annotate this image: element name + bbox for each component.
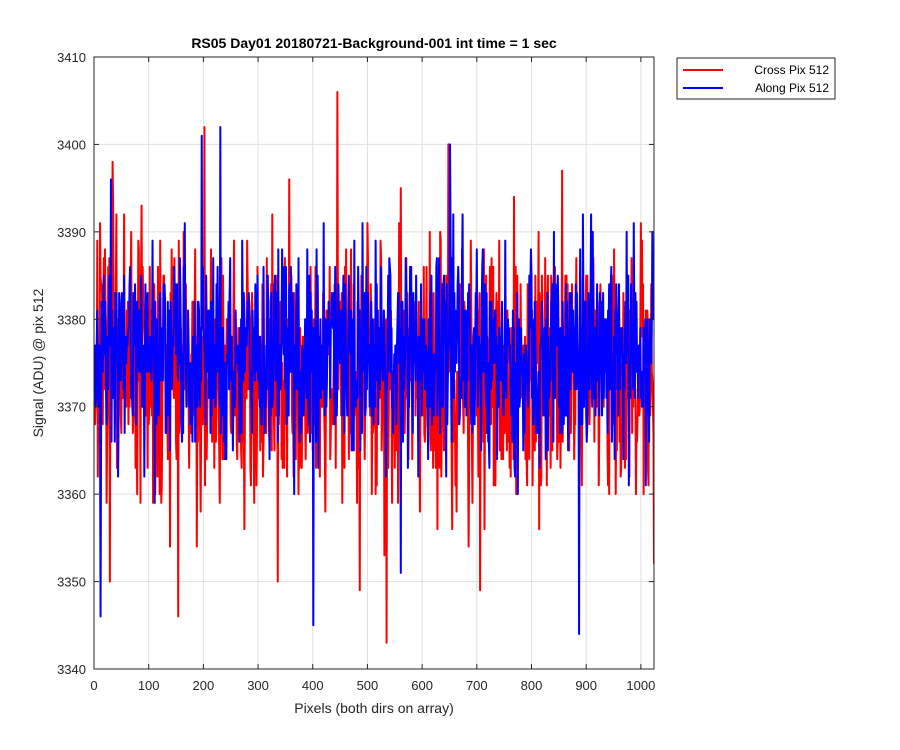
chart-title: RS05 Day01 20180721-Background-001 int t… — [191, 35, 557, 51]
x-axis-label: Pixels (both dirs on array) — [294, 700, 454, 716]
y-tick-label: 3400 — [57, 137, 86, 152]
axis-ticks — [93, 56, 654, 670]
y-tick-label: 3350 — [57, 575, 86, 590]
x-tick-label: 600 — [411, 678, 433, 693]
legend-box — [676, 57, 836, 100]
series-layer — [94, 90, 654, 644]
x-tick-label: 900 — [575, 678, 597, 693]
legend-label-cross-pix-512: Cross Pix 512 — [754, 63, 829, 77]
x-tick-label: 500 — [357, 678, 379, 693]
y-tick-label: 3360 — [57, 487, 86, 502]
y-tick-label: 3380 — [57, 312, 86, 327]
y-tick-label: 3410 — [57, 50, 86, 65]
y-tick-label: 3340 — [57, 662, 86, 677]
y-tick-label: 3390 — [57, 225, 86, 240]
x-tick-label: 300 — [247, 678, 269, 693]
x-tick-label: 800 — [521, 678, 543, 693]
x-tick-labels: 0 100 200 300 400 500 600 700 800 900 1000 — [90, 678, 655, 693]
legend-label-along-pix-512: Along Pix 512 — [755, 81, 829, 95]
y-tick-label: 3370 — [57, 400, 86, 415]
x-tick-label: 0 — [90, 678, 97, 693]
y-axis-label: Signal (ADU) @ pix 512 — [30, 288, 46, 437]
y-tick-labels: 3340 3350 3360 3370 3380 3390 3400 3410 — [57, 50, 86, 677]
series-line-along-pix-512 — [94, 125, 654, 636]
x-tick-label: 200 — [193, 678, 215, 693]
x-tick-label: 700 — [466, 678, 488, 693]
x-tick-label: 1000 — [626, 678, 655, 693]
x-tick-label: 400 — [302, 678, 324, 693]
plot-frame — [93, 56, 655, 670]
x-tick-label: 100 — [138, 678, 160, 693]
legend: Cross Pix 512 Along Pix 512 — [676, 57, 836, 100]
